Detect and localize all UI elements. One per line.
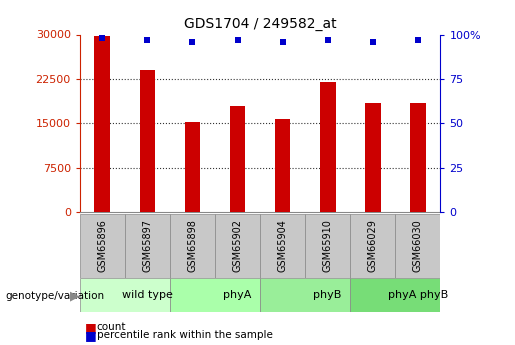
Bar: [184, 122, 200, 212]
Text: count: count: [97, 322, 126, 332]
Bar: [274, 119, 290, 212]
Bar: [170, 278, 260, 312]
Bar: [94, 36, 110, 212]
Point: [279, 39, 287, 45]
Point: [414, 37, 422, 42]
Text: ■: ■: [85, 329, 97, 342]
Bar: [410, 102, 426, 212]
Text: percentile rank within the sample: percentile rank within the sample: [97, 331, 273, 340]
Text: GSM65896: GSM65896: [97, 219, 107, 272]
Point: [323, 37, 332, 42]
Text: GSM65902: GSM65902: [233, 219, 243, 272]
Text: phyA phyB: phyA phyB: [388, 290, 448, 300]
Bar: [396, 214, 440, 278]
Point: [233, 37, 242, 42]
Bar: [80, 214, 125, 278]
Bar: [125, 214, 170, 278]
Text: GSM65897: GSM65897: [143, 219, 152, 272]
Point: [188, 39, 197, 45]
Text: phyA: phyA: [224, 290, 252, 300]
Text: GSM65910: GSM65910: [323, 219, 333, 272]
Bar: [260, 214, 305, 278]
Bar: [170, 214, 215, 278]
Text: genotype/variation: genotype/variation: [5, 291, 104, 300]
Bar: [230, 106, 246, 212]
Text: GSM65904: GSM65904: [278, 219, 287, 272]
Bar: [350, 278, 440, 312]
Bar: [140, 70, 156, 212]
Text: phyB: phyB: [314, 290, 342, 300]
Bar: [305, 214, 350, 278]
Bar: [320, 82, 336, 212]
Text: ▶: ▶: [70, 289, 79, 302]
Bar: [350, 214, 396, 278]
Title: GDS1704 / 249582_at: GDS1704 / 249582_at: [184, 17, 336, 31]
Text: ■: ■: [85, 321, 97, 334]
Text: wild type: wild type: [122, 290, 173, 300]
Point: [98, 35, 107, 41]
Bar: [365, 102, 381, 212]
Bar: [260, 278, 350, 312]
Bar: [80, 278, 170, 312]
Bar: [215, 214, 260, 278]
Text: GSM66029: GSM66029: [368, 219, 377, 272]
Text: GSM65898: GSM65898: [187, 219, 197, 272]
Text: GSM66030: GSM66030: [413, 219, 423, 272]
Point: [143, 37, 151, 42]
Point: [369, 39, 377, 45]
